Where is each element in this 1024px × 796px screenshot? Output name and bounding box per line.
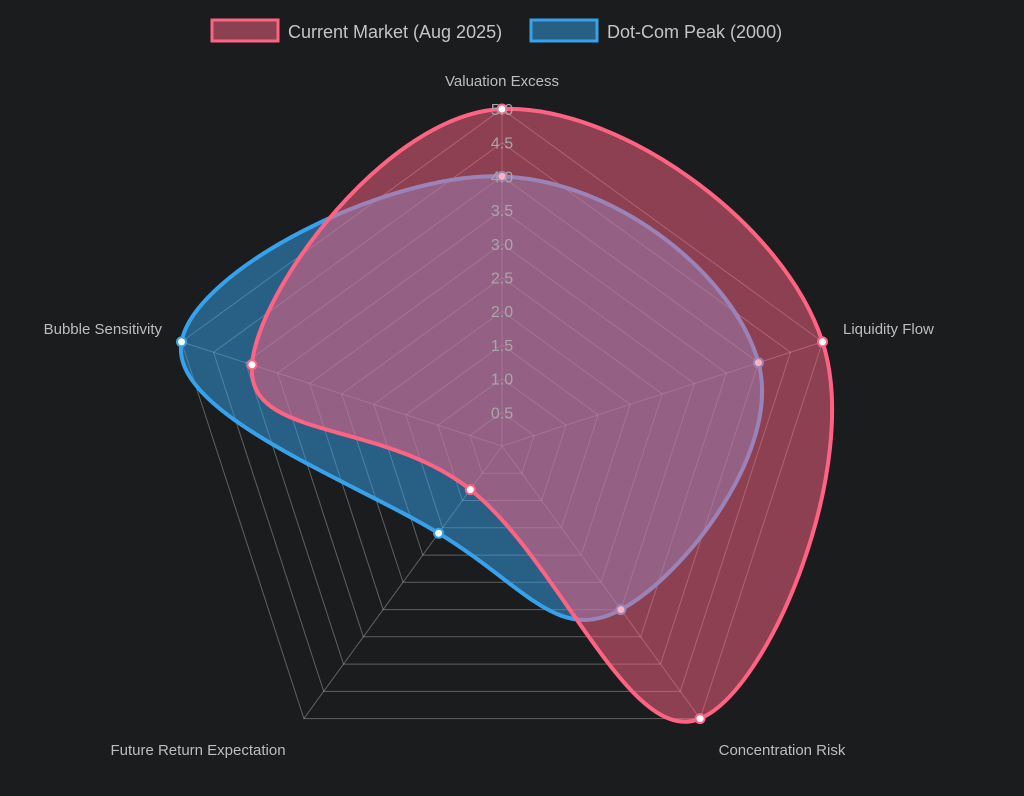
- legend-swatch-1[interactable]: [210, 18, 280, 43]
- tick-label-4: 2.0: [491, 304, 513, 321]
- legend-label-1[interactable]: Current Market (Aug 2025): [288, 22, 502, 42]
- series-1-point-liquidity-flow[interactable]: [817, 336, 828, 348]
- series-area-1: [249, 106, 835, 724]
- tick-label-1: 0.5: [491, 405, 513, 422]
- tick-label-9: 4.5: [491, 136, 513, 153]
- legend-label-2[interactable]: Dot-Com Peak (2000): [607, 22, 782, 42]
- tick-label-6: 3.0: [491, 237, 513, 254]
- tick-labels: 0.5 1.0 1.5 2.0 2.5 3.0 3.5 4.0 4.5 5.0: [491, 102, 513, 422]
- series-1-point-bubble-sensitivity[interactable]: [246, 359, 258, 371]
- series-layer: [176, 103, 835, 725]
- tick-label-2: 1.0: [491, 372, 513, 389]
- axis-label-concentration-risk: Concentration Risk: [719, 742, 846, 759]
- legend-swatch-2[interactable]: [529, 18, 599, 43]
- tick-label-10: 5.0: [491, 102, 513, 119]
- tick-label-5: 2.5: [491, 271, 513, 288]
- tick-label-8: 4.0: [491, 169, 513, 186]
- series-2-point-future-return-expectation[interactable]: [433, 527, 445, 539]
- series-1: [246, 103, 835, 725]
- series-1-point-valuation-excess[interactable]: [496, 103, 508, 115]
- tick-label-3: 1.5: [491, 338, 513, 355]
- axis-labels: Valuation Excess Liquidity Flow Concentrat…: [44, 73, 934, 759]
- axis-label-bubble-sensitivity: Bubble Sensitivity: [44, 321, 163, 338]
- series-2-point-bubble-sensitivity[interactable]: [176, 336, 187, 348]
- series-1-point-future-return-expectation[interactable]: [464, 484, 476, 496]
- tick-label-7: 3.5: [491, 203, 513, 220]
- axis-label-future-return-expectation: Future Return Expectation: [110, 742, 285, 759]
- legend: Current Market (Aug 2025) Dot-Com Peak (2…: [210, 18, 782, 43]
- axis-label-liquidity-flow: Liquidity Flow: [843, 321, 934, 338]
- series-1-point-concentration-risk[interactable]: [694, 713, 706, 725]
- axis-label-valuation-excess: Valuation Excess: [445, 73, 559, 90]
